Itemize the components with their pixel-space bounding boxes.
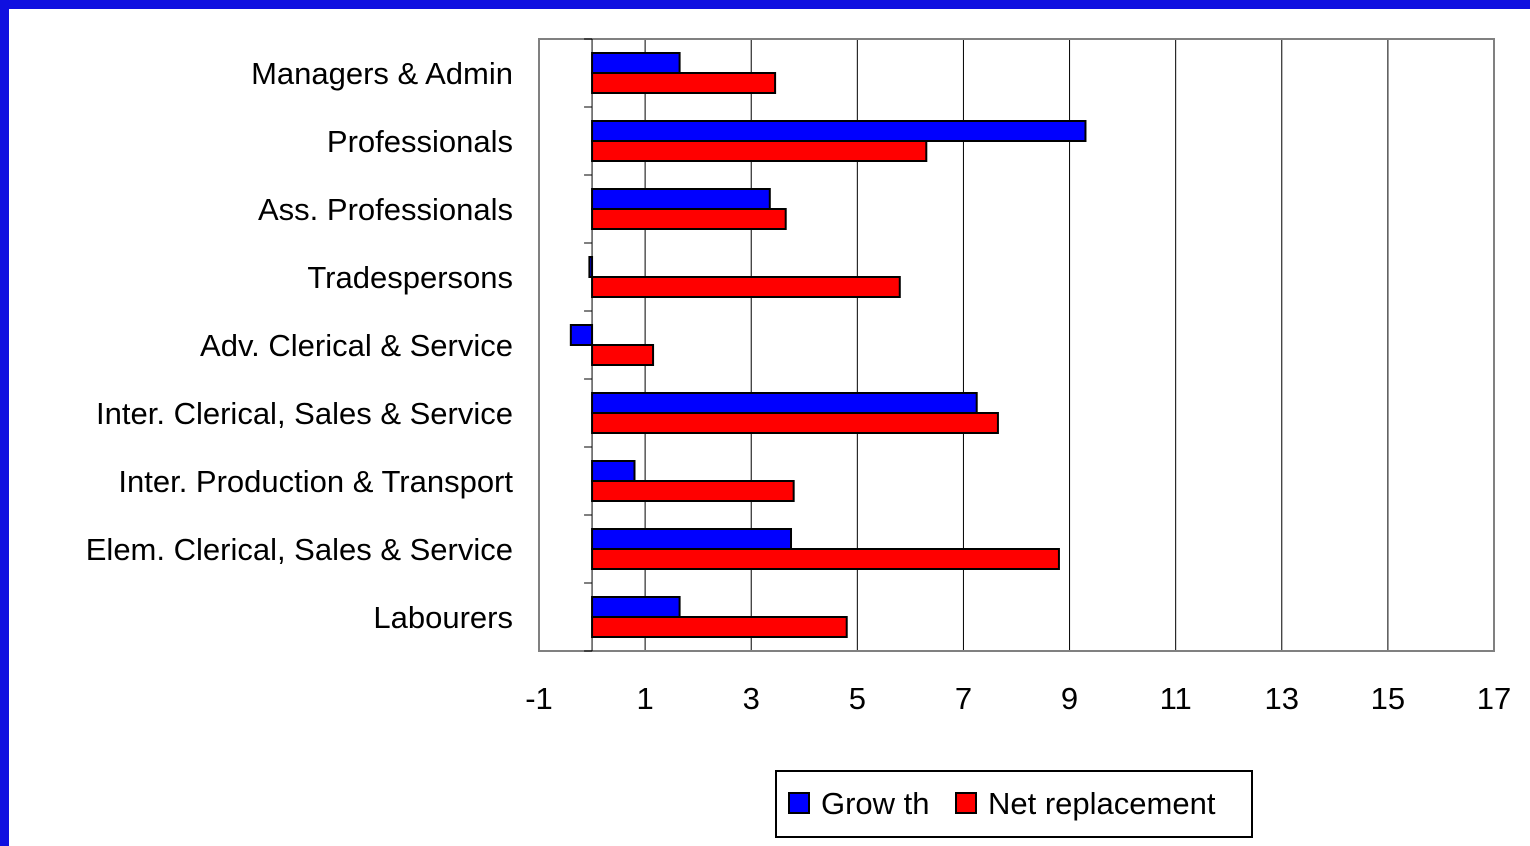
bar-net-replacement (591, 548, 1060, 570)
category-label: Tradespersons (307, 260, 513, 295)
category-label: Inter. Clerical, Sales & Service (96, 396, 513, 431)
x-tick-label: 1 (636, 681, 653, 716)
legend-label: Grow th (821, 786, 930, 821)
x-tick-label: 17 (1477, 681, 1511, 716)
bar-growth (591, 52, 681, 74)
bar-net-replacement (591, 276, 901, 298)
category-axis (584, 38, 593, 652)
bar-growth (591, 460, 636, 482)
x-tick-label: 15 (1371, 681, 1405, 716)
legend-label: Net replacement (988, 786, 1216, 821)
legend-swatch (955, 792, 977, 814)
category-label: Elem. Clerical, Sales & Service (86, 532, 513, 567)
bar-net-replacement (591, 72, 777, 94)
x-tick-label: 13 (1265, 681, 1299, 716)
x-tick-label: 7 (955, 681, 972, 716)
bar-growth (591, 596, 681, 618)
legend: Grow th Net replacement (775, 770, 1253, 838)
bar-growth (591, 528, 793, 550)
x-tick-label: -1 (525, 681, 553, 716)
category-label: Labourers (373, 600, 513, 635)
bar-growth (569, 324, 594, 346)
bar-net-replacement (591, 480, 795, 502)
category-labels: Managers & Admin Professionals Ass. Profes… (86, 56, 514, 635)
plot-area (538, 38, 1495, 652)
x-tick-label: 11 (1160, 681, 1192, 716)
category-label: Inter. Production & Transport (118, 464, 513, 499)
category-label: Ass. Professionals (258, 192, 513, 227)
x-tick-label: 3 (743, 681, 760, 716)
x-tick-label: 9 (1061, 681, 1078, 716)
bar-growth (591, 392, 978, 414)
category-label: Managers & Admin (251, 56, 513, 91)
bar-growth (591, 120, 1087, 142)
legend-swatch (788, 792, 810, 814)
category-label: Adv. Clerical & Service (200, 328, 513, 363)
bar-net-replacement (591, 344, 655, 366)
bar-net-replacement (591, 412, 999, 434)
bar-growth (591, 188, 771, 210)
x-tick-labels: -1 1 3 5 7 9 11 13 15 17 (525, 681, 1511, 716)
bar-net-replacement (591, 140, 928, 162)
bar-net-replacement (591, 616, 848, 638)
x-tick-label: 5 (849, 681, 866, 716)
category-label: Professionals (327, 124, 513, 159)
legend-box (775, 770, 1253, 838)
bars (569, 52, 1087, 638)
bar-net-replacement (591, 208, 787, 230)
